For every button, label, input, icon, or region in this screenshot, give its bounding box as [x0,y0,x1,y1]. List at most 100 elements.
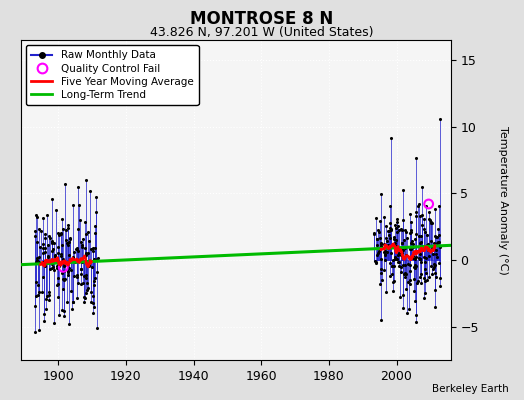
Point [389,288,398,294]
Point [50,240,59,246]
Point [59,255,67,262]
Point [377,240,386,246]
Point [397,252,406,258]
Point [386,272,394,279]
Point [416,256,424,263]
Point [86,298,95,305]
Point [57,231,65,237]
Point [384,227,392,234]
Point [32,293,41,299]
Text: 43.826 N, 97.201 W (United States): 43.826 N, 97.201 W (United States) [150,26,374,39]
Point [32,259,40,266]
Point [390,234,398,241]
Point [61,262,69,268]
Point [407,246,415,252]
Point [64,321,73,327]
Point [399,247,407,253]
Point [398,227,407,234]
Point [35,259,43,265]
Point [48,264,57,271]
Point [384,244,392,251]
Point [84,284,92,291]
Point [387,227,396,233]
Point [408,253,417,259]
Point [59,308,68,314]
Point [55,263,63,269]
Point [54,281,63,287]
Point [388,262,397,269]
Point [90,282,99,288]
Point [411,213,420,220]
Point [424,201,433,207]
Point [46,266,54,272]
Point [74,184,82,190]
Point [372,259,380,266]
Point [435,232,443,239]
Point [429,245,438,252]
Point [417,239,425,246]
Point [382,235,390,241]
Point [77,239,85,245]
Text: Berkeley Earth: Berkeley Earth [432,384,508,394]
Point [80,299,89,306]
Point [33,254,41,261]
Point [90,303,98,310]
Point [64,269,72,275]
Point [35,226,43,232]
Point [435,275,444,281]
Point [60,268,69,274]
Point [388,271,396,278]
Point [410,288,418,294]
Point [412,263,420,269]
Point [30,302,39,309]
Point [57,229,66,236]
Point [384,242,392,248]
Point [78,242,86,248]
Point [44,253,52,260]
Point [84,238,93,244]
Point [422,232,431,238]
Point [41,263,49,269]
Point [431,270,439,276]
Point [40,310,48,317]
Point [406,280,414,287]
Point [39,244,47,251]
Point [50,251,59,258]
Point [394,259,402,266]
Point [391,222,399,228]
Point [89,310,97,316]
Point [65,265,73,272]
Point [389,242,398,249]
Point [67,267,75,274]
Point [65,252,73,259]
Point [389,236,398,242]
Point [84,229,93,235]
Point [89,292,97,299]
Point [381,247,389,254]
Point [32,279,40,286]
Point [60,262,68,269]
Point [390,262,398,269]
Point [32,214,41,220]
Point [389,257,397,264]
Point [387,226,395,232]
Point [399,292,408,298]
Point [383,238,391,244]
Point [79,280,88,286]
Point [428,270,436,277]
Point [435,203,444,210]
Point [395,250,403,256]
Point [51,252,60,259]
Point [64,239,73,245]
Point [433,240,442,246]
Point [61,276,69,282]
Point [35,260,43,266]
Point [60,313,69,320]
Point [57,270,66,276]
Point [419,216,428,222]
Point [414,278,422,284]
Point [411,236,419,242]
Point [386,220,394,227]
Point [89,248,97,254]
Point [64,268,72,274]
